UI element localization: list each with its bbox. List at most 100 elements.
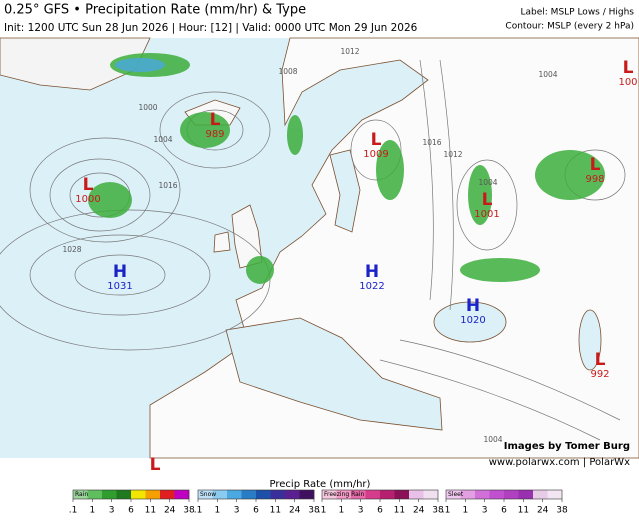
legend-swatch xyxy=(212,490,228,499)
legend-tick-label: 38 xyxy=(432,506,444,516)
legend-swatch xyxy=(423,490,439,499)
legend-swatch xyxy=(299,490,315,499)
legend-swatch xyxy=(394,490,410,499)
legend-tick-label: 6 xyxy=(253,506,259,516)
contour-note: Contour: MSLP (every 2 hPa) xyxy=(505,22,634,32)
legend-swatch xyxy=(198,490,213,499)
center-value: 1000 xyxy=(75,194,100,205)
legend-swatch xyxy=(256,490,271,499)
black-sea xyxy=(433,301,507,343)
legend-swatch xyxy=(460,490,476,499)
legend-swatch xyxy=(365,490,381,499)
legend-swatch xyxy=(336,490,352,499)
center-letter: L xyxy=(150,455,161,475)
caspian xyxy=(578,309,602,371)
legend-tick-label: 11 xyxy=(145,506,156,516)
legend-swatch xyxy=(351,490,366,499)
legend-swatch xyxy=(73,490,88,499)
legend-tick-label: 6 xyxy=(377,506,383,516)
contour-label: 1012 xyxy=(340,47,359,56)
legend-tick-label: .1 xyxy=(442,506,451,516)
center-value: 1001 xyxy=(474,209,499,220)
contour-label: 1012 xyxy=(443,150,462,159)
legend-tick-label: 3 xyxy=(109,506,115,516)
center-letter: L xyxy=(371,130,382,150)
legend-swatch xyxy=(145,490,161,499)
map xyxy=(0,37,639,459)
legend-swatch xyxy=(227,490,242,499)
legend-tick-label: .1 xyxy=(69,506,78,516)
legend-tick-label: 24 xyxy=(289,506,301,516)
legend-swatch xyxy=(174,490,190,499)
legend-type: Rain xyxy=(75,491,88,498)
legend-swatch xyxy=(518,490,534,499)
center-value: 1022 xyxy=(359,281,384,292)
legend-tick-label: 3 xyxy=(358,506,364,516)
center-letter: H xyxy=(113,262,127,282)
legend-tick-label: 11 xyxy=(394,506,405,516)
legend-tick-label: 24 xyxy=(537,506,549,516)
center-letter: L xyxy=(623,58,634,78)
center-letter: L xyxy=(210,110,221,130)
legend-swatch xyxy=(547,490,563,499)
legend-tick-label: .1 xyxy=(318,506,327,516)
legend-swatch xyxy=(475,490,490,499)
legend-swatch xyxy=(102,490,117,499)
legend-swatch xyxy=(87,490,103,499)
legend-swatch xyxy=(270,490,286,499)
legend-swatch xyxy=(489,490,505,499)
legend-type: Snow xyxy=(200,491,216,498)
legend-tick-label: 24 xyxy=(164,506,176,516)
snow xyxy=(115,58,165,72)
legend-tick-label: 1 xyxy=(89,506,95,516)
center-value: 998 xyxy=(585,174,604,185)
legend-tick-label: 11 xyxy=(270,506,281,516)
contour-label: 1004 xyxy=(538,70,557,79)
center-letter: H xyxy=(365,262,379,282)
contour-label: 1004 xyxy=(483,435,502,444)
center-letter: L xyxy=(590,155,601,175)
center-letter: L xyxy=(595,350,606,370)
legend-swatch xyxy=(131,490,146,499)
legend-title: Precip Rate (mm/hr) xyxy=(270,479,371,490)
legend-tick-label: 6 xyxy=(128,506,134,516)
contour-label: 1028 xyxy=(62,245,81,254)
pressure-centers: L989L1000H1031L1009L1001L998L100H1022H10… xyxy=(75,58,637,475)
center-value: 1031 xyxy=(107,281,132,292)
credit: www.polarwx.com | PolarWx xyxy=(489,457,630,468)
contour-label: 1008 xyxy=(278,67,297,76)
greenland xyxy=(0,37,151,91)
title: 0.25° GFS • Precipitation Rate (mm/hr) &… xyxy=(4,3,306,18)
legend-tick-label: 1 xyxy=(214,506,220,516)
legend-tick-label: 6 xyxy=(501,506,507,516)
center-value: 1009 xyxy=(363,149,388,160)
legend-swatch xyxy=(409,490,424,499)
contour-label: 1000 xyxy=(138,103,157,112)
legend-swatch xyxy=(285,490,300,499)
baltic xyxy=(329,149,361,233)
center-value: 100 xyxy=(618,77,637,88)
legend-swatch xyxy=(322,490,337,499)
contour-label: 1004 xyxy=(153,135,172,144)
center-value: 989 xyxy=(205,129,224,140)
subtitle: Init: 1200 UTC Sun 28 Jun 2026 | Hour: [… xyxy=(4,22,418,34)
legend-tick-label: 38 xyxy=(183,506,195,516)
legend-type: Freezing Rain xyxy=(324,491,364,498)
center-value: 992 xyxy=(590,369,609,380)
contour-label: 1016 xyxy=(158,181,177,190)
legend-type: Sleet xyxy=(448,491,464,498)
legend-swatch xyxy=(504,490,519,499)
contour-label: 1004 xyxy=(478,178,497,187)
legend-swatch xyxy=(116,490,132,499)
legend-tick-label: 1 xyxy=(338,506,344,516)
legend-tick-label: 3 xyxy=(234,506,240,516)
label-note: Label: MSLP Lows / Highs xyxy=(521,8,635,18)
legend-tick-label: 11 xyxy=(518,506,529,516)
legend-tick-label: 1 xyxy=(462,506,468,516)
legend-tick-label: 3 xyxy=(482,506,488,516)
mediterranean xyxy=(225,317,443,431)
isobars xyxy=(0,59,626,441)
